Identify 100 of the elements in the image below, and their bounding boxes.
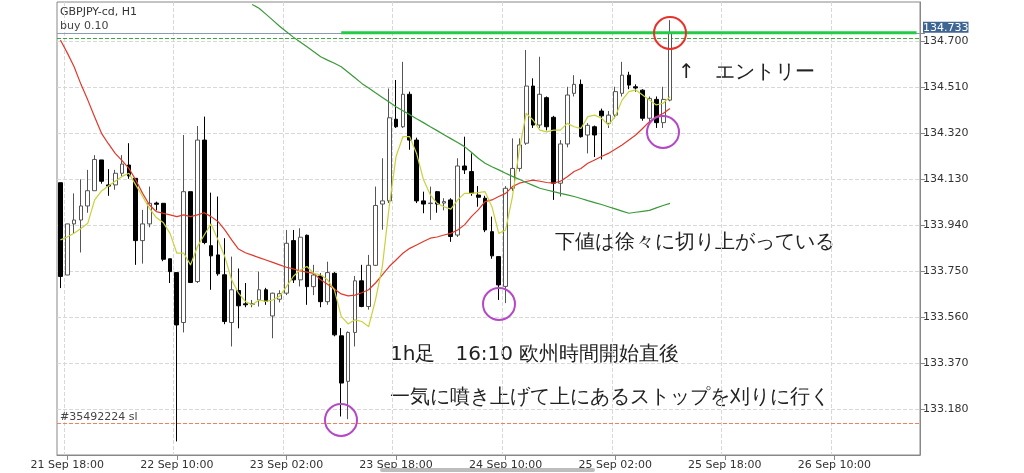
candlestick	[188, 191, 193, 284]
candlestick	[387, 87, 392, 204]
candlestick	[366, 254, 371, 311]
candlestick	[257, 271, 261, 307]
candlestick	[311, 264, 316, 296]
candlestick	[469, 152, 474, 197]
x-tick-label: 25 Sep 18:00	[688, 458, 762, 471]
candlestick	[99, 159, 104, 185]
candlestick	[668, 19, 672, 102]
candlestick	[476, 185, 481, 208]
candlestick	[174, 272, 179, 442]
candlestick	[216, 196, 220, 277]
candlestick	[92, 154, 97, 192]
x-tick-label: 26 Sep 10:00	[797, 458, 872, 471]
candlestick	[585, 122, 590, 154]
candlestick	[572, 74, 576, 97]
candlestick	[620, 61, 624, 97]
candlestick	[359, 264, 364, 308]
candlestick	[318, 272, 323, 308]
y-tick-label: 134.700	[923, 34, 969, 48]
y-tick-label: 133.940	[923, 218, 969, 232]
candlestick	[346, 330, 350, 420]
candlestick	[72, 192, 76, 234]
candlestick	[298, 227, 303, 287]
candlestick	[264, 287, 268, 306]
y-tick-label: 133.180	[923, 402, 969, 416]
candlestick	[496, 255, 501, 301]
y-tick-label: 134.733	[923, 20, 969, 34]
candlestick	[407, 91, 412, 151]
candlestick	[181, 134, 186, 333]
candlestick	[332, 271, 337, 337]
y-tick-label: 134.320	[923, 126, 969, 140]
y-tick-label: 134.130	[923, 172, 969, 186]
candlestick	[606, 110, 611, 129]
y-tick-label: 134.510	[923, 80, 969, 94]
candlestick	[537, 56, 542, 129]
candlestick	[503, 185, 508, 304]
candlestick	[647, 95, 652, 124]
candlestick	[462, 136, 467, 175]
candlestick	[565, 86, 570, 148]
candlestick	[613, 86, 618, 119]
y-tick-label: 133.560	[923, 310, 969, 324]
ref-line-label: #35492224 sl	[60, 409, 138, 423]
candlestick	[599, 108, 604, 160]
candlestick	[455, 157, 460, 238]
candlestick	[305, 234, 309, 306]
annotation: 1h足 16:10 欧州時間開始直後	[390, 341, 680, 365]
candlestick	[209, 192, 213, 291]
candlestick	[490, 216, 494, 260]
candlestick	[428, 186, 433, 221]
candlestick	[229, 256, 234, 347]
candlestick	[168, 258, 172, 284]
line-series	[251, 3, 671, 214]
candlestick	[544, 95, 549, 131]
candlestick	[448, 197, 453, 243]
candlestick	[133, 177, 138, 266]
x-tick-label: 22 Sep 10:00	[140, 458, 214, 471]
candlestick	[222, 237, 227, 325]
candlestick	[627, 71, 631, 90]
x-tick-label: 23 Sep 02:00	[249, 458, 324, 471]
candlestick	[524, 49, 529, 146]
candlestick	[558, 139, 563, 198]
candlestick	[592, 125, 597, 158]
candlestick	[195, 125, 200, 284]
candlestick	[435, 190, 440, 214]
ref-line-label: buy 0.10	[60, 19, 109, 33]
candlestick	[270, 292, 275, 339]
candlestick	[640, 88, 645, 122]
x-tick-label: 24 Sep 10:00	[468, 458, 543, 471]
candlestick	[140, 209, 145, 265]
candlestick	[394, 79, 398, 129]
candlestick	[243, 282, 248, 308]
candlestick	[202, 116, 207, 245]
candlestick	[65, 223, 70, 276]
candlestick	[284, 229, 289, 296]
candlestick	[353, 275, 357, 347]
candlestick	[442, 197, 446, 211]
y-tick-label: 133.750	[923, 264, 969, 278]
candlestick	[483, 195, 487, 233]
annotation: ↑ エントリー	[678, 59, 815, 83]
candlestick	[79, 178, 83, 253]
candlestick	[633, 83, 638, 93]
candlestick	[401, 61, 405, 129]
candlestick	[380, 157, 385, 231]
candlestick	[236, 267, 241, 329]
candlestick	[291, 229, 296, 284]
candlestick	[106, 168, 111, 197]
candlestick	[373, 186, 378, 267]
candlestick	[161, 202, 166, 262]
y-tick-label: 133.370	[923, 356, 969, 370]
candlestick	[531, 77, 535, 129]
candlestick	[414, 137, 419, 204]
x-tick-label: 25 Sep 02:00	[578, 458, 652, 471]
candlestick	[58, 182, 63, 289]
candlestick	[421, 191, 426, 214]
x-tick-label: 23 Sep 18:00	[359, 458, 433, 471]
x-tick-label: 21 Sep 18:00	[30, 458, 104, 471]
candlestick	[579, 79, 583, 139]
candlestick	[339, 327, 344, 417]
candlestick	[85, 169, 90, 214]
